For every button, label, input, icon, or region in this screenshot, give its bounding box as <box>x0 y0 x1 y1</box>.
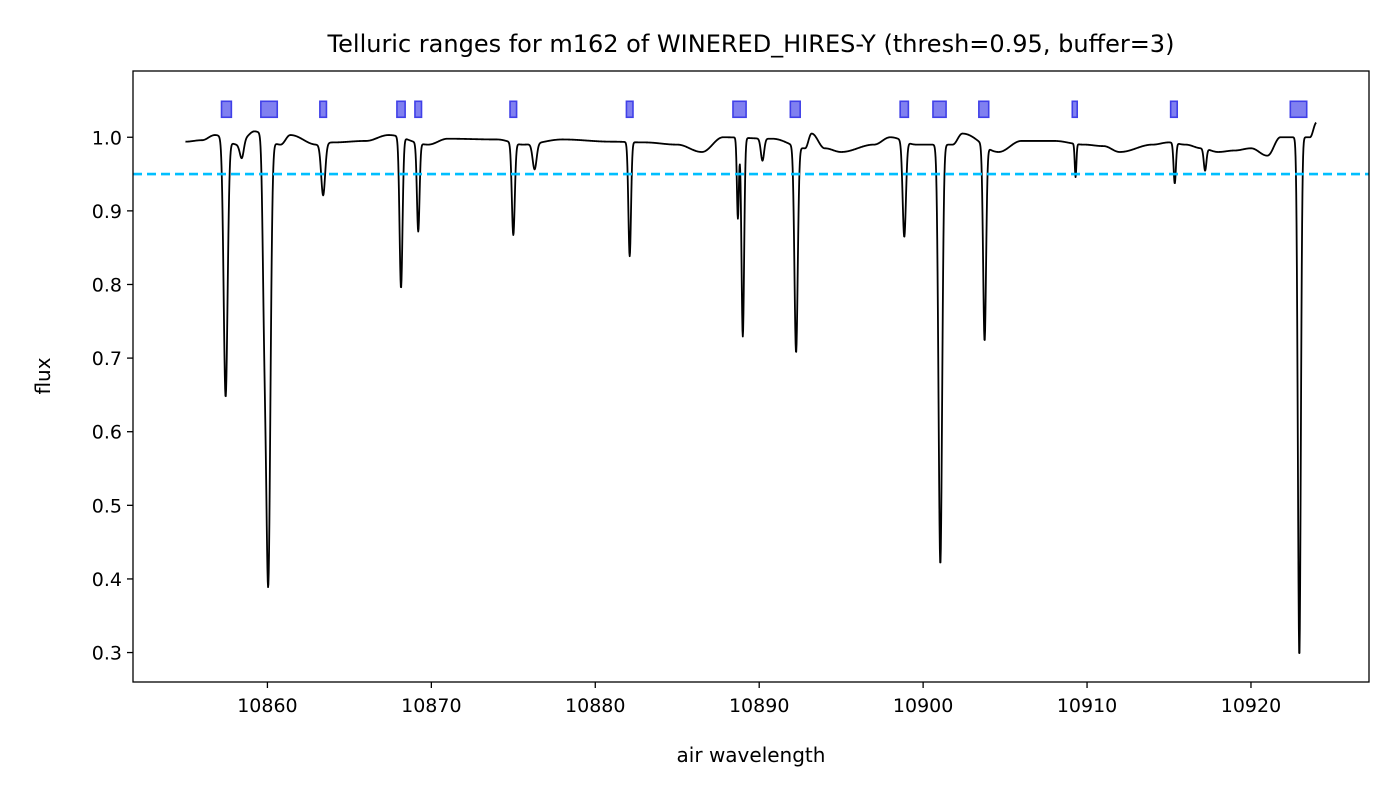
telluric-range-marker <box>899 100 910 119</box>
x-tick-label: 10880 <box>565 695 625 717</box>
telluric-range-marker <box>414 100 423 119</box>
telluric-range-marker <box>319 100 328 119</box>
y-axis-label: flux <box>31 357 55 394</box>
telluric-range-marker <box>732 100 747 119</box>
y-tick-label: 0.5 <box>92 495 122 517</box>
y-tick-label: 0.6 <box>92 422 122 444</box>
y-axis: 0.3 0.4 0.5 0.6 0.7 0.8 0.9 1.0 <box>92 127 133 665</box>
x-tick-label: 10870 <box>401 695 461 717</box>
y-tick-label: 0.7 <box>92 348 122 370</box>
telluric-range-marker <box>1289 100 1308 119</box>
telluric-range-marker <box>509 100 518 119</box>
x-tick-label: 10860 <box>237 695 297 717</box>
telluric-range-marker <box>1071 100 1079 119</box>
plot-area <box>133 100 1369 654</box>
telluric-range-marker <box>1169 100 1179 119</box>
telluric-range-marker <box>396 100 406 119</box>
telluric-range-marker <box>260 100 279 119</box>
x-tick-label: 10890 <box>729 695 789 717</box>
x-axis: 10860 10870 10880 10890 10900 10910 10920 <box>237 682 1281 717</box>
x-tick-label: 10920 <box>1221 695 1281 717</box>
spectrum-line <box>184 121 1317 654</box>
telluric-range-marker <box>978 100 990 119</box>
telluric-range-marker <box>932 100 947 119</box>
y-tick-label: 0.8 <box>92 274 122 296</box>
x-tick-label: 10900 <box>893 695 953 717</box>
telluric-range-marker <box>220 100 233 119</box>
x-tick-label: 10910 <box>1057 695 1117 717</box>
telluric-range-marker <box>625 100 634 119</box>
y-tick-label: 0.4 <box>92 569 122 591</box>
x-axis-label: air wavelength <box>677 743 826 767</box>
y-tick-label: 1.0 <box>92 127 122 149</box>
y-tick-label: 0.9 <box>92 201 122 223</box>
plot-frame <box>132 70 1370 683</box>
chart-title: Telluric ranges for m162 of WINERED_HIRE… <box>327 30 1175 58</box>
telluric-range-marker <box>789 100 801 119</box>
y-tick-label: 0.3 <box>92 643 122 665</box>
